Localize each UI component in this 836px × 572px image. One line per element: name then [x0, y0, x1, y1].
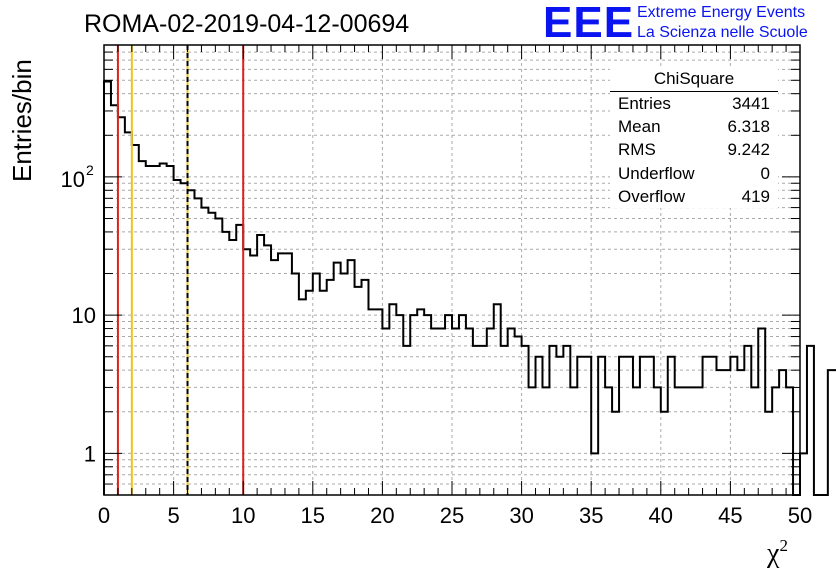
stats-value: 419	[741, 186, 770, 206]
x-axis-label: χ2	[767, 536, 788, 569]
stats-row-underflow: Underflow 0	[610, 162, 778, 185]
eee-logo: EEE	[543, 0, 635, 47]
y-tick-label: 10	[72, 303, 96, 328]
histogram-series	[103, 80, 836, 496]
x-tick-label: 5	[167, 503, 179, 528]
stats-label: Mean	[618, 117, 661, 137]
stats-value: 3441	[732, 94, 770, 113]
y-tick-label: 1	[84, 441, 96, 466]
logo-line-2: La Scienza nelle Scuole	[637, 24, 808, 41]
stats-value: 6.318	[727, 117, 770, 137]
chart-title: ROMA-02-2019-04-12-00694	[84, 10, 410, 38]
stats-label: Overflow	[618, 186, 686, 206]
x-tick-label: 35	[579, 503, 603, 528]
x-tick-label: 45	[718, 503, 742, 528]
x-tick-label: 50	[788, 503, 812, 528]
x-tick-label: 20	[370, 503, 394, 528]
x-tick-label: 10	[231, 503, 255, 528]
stats-label: RMS	[618, 140, 656, 160]
stats-row-mean: Mean 6.318	[610, 115, 778, 138]
stats-label: Entries	[618, 94, 671, 113]
stats-row-rms: RMS 9.242	[610, 138, 778, 161]
x-tick-label: 15	[301, 503, 325, 528]
x-tick-label: 30	[509, 503, 533, 528]
stats-value: 0	[760, 163, 770, 183]
stats-title: ChiSquare	[610, 67, 778, 92]
y-axis-label: Entries/bin	[7, 59, 37, 182]
logo-line-1: Extreme Energy Events	[637, 4, 806, 21]
stats-value: 9.242	[727, 140, 770, 160]
x-tick-label: 40	[649, 503, 673, 528]
stats-row-entries: Entries 3441	[610, 92, 778, 115]
stats-row-overflow: Overflow 419	[610, 185, 778, 208]
y-tick-label: 10	[61, 167, 85, 192]
stats-box: ChiSquare Entries 3441 Mean 6.318 RMS 9.…	[610, 67, 778, 208]
y-tick-label-exponent: 2	[86, 162, 94, 178]
x-tick-label: 0	[98, 503, 110, 528]
x-tick-label: 25	[440, 503, 464, 528]
stats-label: Underflow	[618, 163, 695, 183]
